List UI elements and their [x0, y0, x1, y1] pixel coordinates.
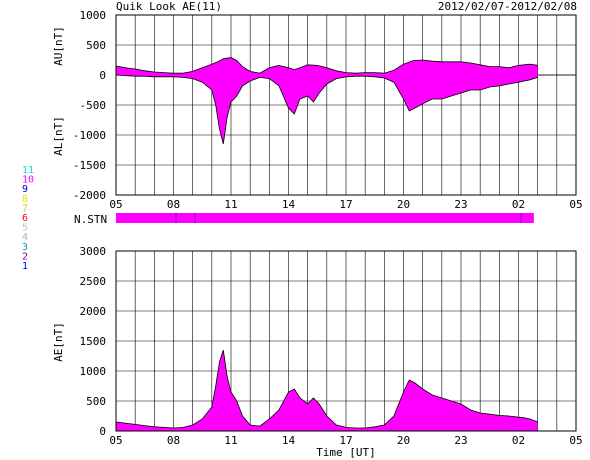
au-al-plot-frame	[115, 14, 577, 196]
y-tick-label: -1000	[73, 129, 106, 142]
x-tick-label: 05	[109, 434, 122, 447]
x-tick-label: 23	[454, 198, 467, 211]
x-tick-label: 17	[339, 434, 352, 447]
series-au-line	[115, 57, 538, 74]
series-al-line	[115, 74, 538, 145]
series-al-area	[116, 75, 538, 144]
legend-item-9: 9	[22, 184, 28, 195]
legend-item-4: 4	[22, 232, 28, 243]
ae-axis-label: AE[nT]	[52, 322, 65, 362]
x-tick-label: 02	[512, 434, 525, 447]
y-tick-label: 2000	[80, 305, 107, 318]
legend-item-2: 2	[22, 251, 28, 262]
nstn-bar	[116, 213, 534, 223]
x-tick-label: 05	[569, 434, 582, 447]
legend-item-10: 10	[22, 175, 34, 186]
series-ae-line	[115, 349, 538, 429]
y-tick-label: -2000	[73, 189, 106, 202]
y-tick-label: 1000	[80, 9, 107, 22]
al-axis-label: AL[nT]	[52, 116, 65, 156]
x-tick-label: 14	[282, 198, 296, 211]
y-tick-label: 0	[99, 425, 106, 438]
legend-item-8: 8	[22, 194, 28, 205]
nstn-panel: N.STN	[74, 213, 534, 226]
au-al-panel: AU[nT] AL[nT] 1000 500 0 -500 -1000 -1500 -200…	[52, 9, 583, 211]
x-tick-label: 02	[512, 198, 525, 211]
x-tick-label: 05	[109, 198, 122, 211]
y-tick-label: 1000	[80, 365, 107, 378]
x-tick-label: 20	[397, 198, 410, 211]
y-tick-label: -1500	[73, 159, 106, 172]
legend-item-7: 7	[22, 203, 28, 214]
x-tick-label: 14	[282, 434, 296, 447]
chart-title: Quik Look AE(11)	[116, 0, 222, 13]
series-au-area	[116, 57, 538, 75]
y-tick-label: -500	[80, 99, 107, 112]
x-tick-label: 08	[167, 434, 180, 447]
ae-plot-frame	[115, 250, 577, 432]
y-tick-label: 3000	[80, 245, 107, 258]
x-tick-label: 17	[339, 198, 352, 211]
legend-item-1: 1	[22, 261, 28, 272]
au-axis-label: AU[nT]	[52, 26, 65, 66]
x-tick-label: 08	[167, 198, 180, 211]
y-tick-label: 500	[86, 395, 106, 408]
date-range: 2012/02/07-2012/02/08	[438, 0, 577, 13]
x-tick-label: 23	[454, 434, 467, 447]
legend-item-11: 11	[22, 165, 34, 176]
x-tick-label: 11	[224, 198, 237, 211]
nstn-label: N.STN	[74, 213, 107, 226]
x-tick-label: 11	[224, 434, 237, 447]
y-tick-label: 1500	[80, 335, 107, 348]
legend-item-6: 6	[22, 213, 28, 224]
series-ae-area	[116, 350, 538, 431]
x-tick-label: 05	[569, 198, 582, 211]
x-tick-label: 20	[397, 434, 410, 447]
ae-panel: AE[nT] 3000 2500 2000 1500 1000 500 0 05 08 11 14…	[52, 245, 583, 459]
legend-item-3: 3	[22, 242, 28, 253]
y-tick-label: 2500	[80, 275, 107, 288]
time-axis-label: Time [UT]	[316, 446, 376, 459]
y-tick-label: 500	[86, 39, 106, 52]
legend-item-5: 5	[22, 223, 28, 234]
y-tick-label: 0	[99, 69, 106, 82]
